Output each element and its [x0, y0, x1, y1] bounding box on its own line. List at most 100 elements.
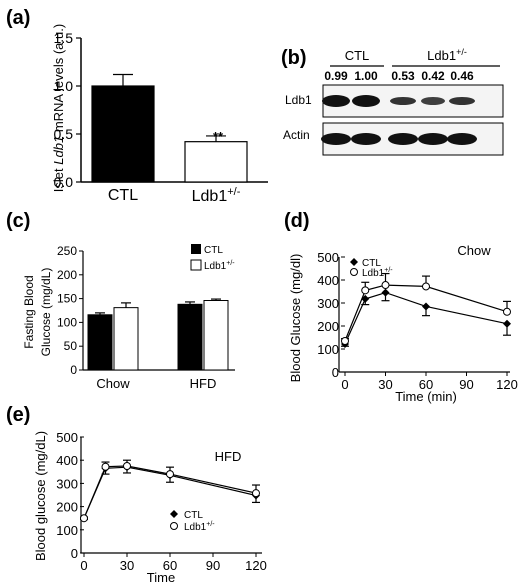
- blot-row-label-ldb1: Ldb1: [285, 93, 312, 107]
- panel-d-ylabel: Blood Glucose (mg/dl): [288, 254, 303, 383]
- panel-d-xtick-label-0: 0: [341, 377, 348, 392]
- panel-c-ylabel-1: Fasting Blood: [22, 275, 36, 348]
- panel-c-bar-s0-c1: [177, 303, 203, 371]
- panel-a-category-ldb1-sup: +/-: [227, 186, 240, 198]
- panel-e-title: HFD: [215, 449, 242, 464]
- panel-d-series: [341, 272, 511, 348]
- panel-e-point-s1-p3: [166, 470, 174, 479]
- panel-a-category-ldb1: Ldb1+/-: [192, 186, 241, 205]
- panel-d-point-s0-p1: [361, 294, 370, 303]
- panel-d-xtick-label-1: 30: [378, 377, 392, 392]
- blot-quant-value-1: 1.00: [354, 69, 378, 83]
- panel-c-legend-ldb1-label: Ldb1+/-: [204, 260, 235, 272]
- panel-e-legend-ctl-marker: [170, 510, 178, 518]
- panel-a-ylabel-gene: Ldb1: [51, 136, 66, 165]
- panel-d-point-s0-p2: [381, 288, 390, 297]
- panel-c-legend-ldb1-swatch: [190, 259, 202, 271]
- panel-d-point-s0-p4: [503, 319, 511, 328]
- panel-d-ticks: 0 100 200 300 400 500 0 30 60 90 120: [317, 250, 518, 392]
- blot-group-ldb1-sup: +/-: [456, 47, 467, 57]
- panel-e: (e) Blood glucose (mg/dL) HFD 0100200300…: [6, 404, 267, 585]
- blot-row-label-actin: Actin: [283, 128, 310, 142]
- blot-band-actin-1: [351, 133, 381, 145]
- panel-c-ytick-label-4: 200: [57, 268, 77, 282]
- panel-c-legend-ctl-label: CTL: [204, 245, 223, 256]
- panel-e-ticks: 0 100 200 300 400 500 0 30 60 90 120: [56, 430, 267, 573]
- panel-a-letter: (a): [6, 7, 30, 29]
- panel-d-legend-ctl-label: CTL: [362, 258, 381, 269]
- panel-a-ytick-label-0: 0.0: [54, 174, 74, 190]
- panel-e-point-s1-p0: [80, 514, 88, 523]
- panel-d-xtick-label-4: 120: [496, 377, 518, 392]
- panel-e-xtick-label-1: 30: [120, 558, 134, 573]
- blot-bands: [321, 95, 477, 145]
- panel-c-bar-s0-c0: [87, 314, 113, 371]
- panel-c-letter: (c): [6, 210, 30, 232]
- blot-quant-value-2: 0.53: [391, 69, 415, 83]
- panel-d-xtick-label-3: 90: [459, 377, 473, 392]
- panel-d-ytick-label-0: 0: [332, 365, 339, 380]
- panel-c-ytick-label-1: 50: [64, 339, 78, 353]
- panel-e-ytick-label-2: 200: [56, 500, 78, 515]
- panel-c-legend-ldb1-sup: +/-: [226, 260, 235, 267]
- panel-d-line-s0: [344, 291, 508, 345]
- panel-d-legend-ctl-marker: [350, 258, 358, 266]
- blot-band-actin-0: [321, 133, 351, 145]
- blot-band-ldb1-4: [449, 97, 475, 105]
- panel-d-ytick-label-5: 500: [317, 250, 339, 265]
- panel-e-ytick-label-1: 100: [56, 523, 78, 538]
- panel-d-title: Chow: [457, 243, 491, 258]
- panel-b: (b) CTL Ldb1+/- 0.99 1.00 0.53 0.42 0.46 Ldb…: [281, 47, 504, 156]
- panel-d-point-s1-p1: [361, 286, 370, 295]
- blot-group-ctl: CTL: [345, 48, 370, 63]
- panel-e-ytick-label-5: 500: [56, 430, 78, 445]
- panel-a-ytick-label-1: 0.5: [54, 126, 74, 142]
- blot-band-actin-2: [388, 133, 418, 145]
- panel-c-ytick-label-5: 250: [57, 244, 77, 258]
- panel-a-ylabel-post: mRNA levels (a.u.): [51, 24, 66, 136]
- panel-c-ytick-label-2: 100: [57, 315, 77, 329]
- panel-b-letter: (b): [281, 47, 307, 69]
- panel-e-xlabel: Time: [147, 570, 175, 585]
- panel-d-xtick-label-2: 60: [419, 377, 433, 392]
- panel-d-point-s1-p2: [381, 281, 390, 290]
- panel-e-legend-ldb1-sup: +/-: [206, 521, 215, 528]
- panel-d: (d) Blood Glucose (mg/dl) Chow 0 100 200 30…: [284, 210, 518, 404]
- panel-d-xlabel: Time (min): [395, 389, 457, 404]
- blot-band-ldb1-3: [421, 97, 445, 105]
- blot-band-actin-3: [418, 133, 448, 145]
- blot-quantification: 0.99 1.00 0.53 0.42 0.46: [324, 69, 474, 83]
- blot-band-ldb1-1: [352, 95, 380, 107]
- panel-a-bar-1: [184, 141, 248, 183]
- panel-c-category-hfd: HFD: [190, 376, 217, 391]
- panel-e-point-s1-p2: [123, 462, 131, 470]
- panel-e-series: [80, 459, 260, 523]
- blot-group-ldb1-base: Ldb1: [427, 48, 456, 63]
- panel-d-ytick-label-2: 200: [317, 319, 339, 334]
- panel-d-ytick-label-1: 100: [317, 342, 339, 357]
- panel-e-legend-ctl-label: CTL: [184, 510, 203, 521]
- panel-c-ytick-label-0: 0: [70, 363, 77, 377]
- panel-d-point-s0-p3: [422, 302, 430, 311]
- panel-e-xtick-label-2: 60: [163, 558, 177, 573]
- panel-c-bar-s1-c1: [203, 300, 229, 371]
- panel-d-point-s1-p0: [341, 336, 349, 345]
- blot-band-ldb1-2: [390, 97, 416, 105]
- blot-group-ldb1: Ldb1+/-: [427, 47, 467, 63]
- panel-a-ytick-label-3: 1.5: [54, 30, 74, 46]
- panel-d-ytick-label-3: 300: [317, 296, 339, 311]
- panel-e-point-s1-p4: [252, 489, 260, 498]
- panel-d-letter: (d): [284, 210, 310, 232]
- panel-e-legend-ldb1-marker: [170, 522, 178, 530]
- panel-e-ytick-label-3: 300: [56, 476, 78, 491]
- panel-d-ytick-label-4: 400: [317, 273, 339, 288]
- panel-a-y-ticks: 0.0 0.5 1.0 1.5: [54, 30, 81, 190]
- panel-d-legend-ldb1-sup: +/-: [384, 267, 393, 274]
- blot-quant-value-4: 0.46: [450, 69, 474, 83]
- panel-c-ylabel-2: Glucose (mg/dL): [39, 268, 53, 357]
- panel-e-xtick-label-0: 0: [80, 558, 87, 573]
- panel-c-bar-s1-c0: [113, 307, 139, 371]
- panel-a-category-ctl: CTL: [108, 187, 138, 204]
- panel-a-bar-0: [91, 85, 155, 183]
- panel-e-ylabel: Blood glucose (mg/dL): [33, 431, 48, 561]
